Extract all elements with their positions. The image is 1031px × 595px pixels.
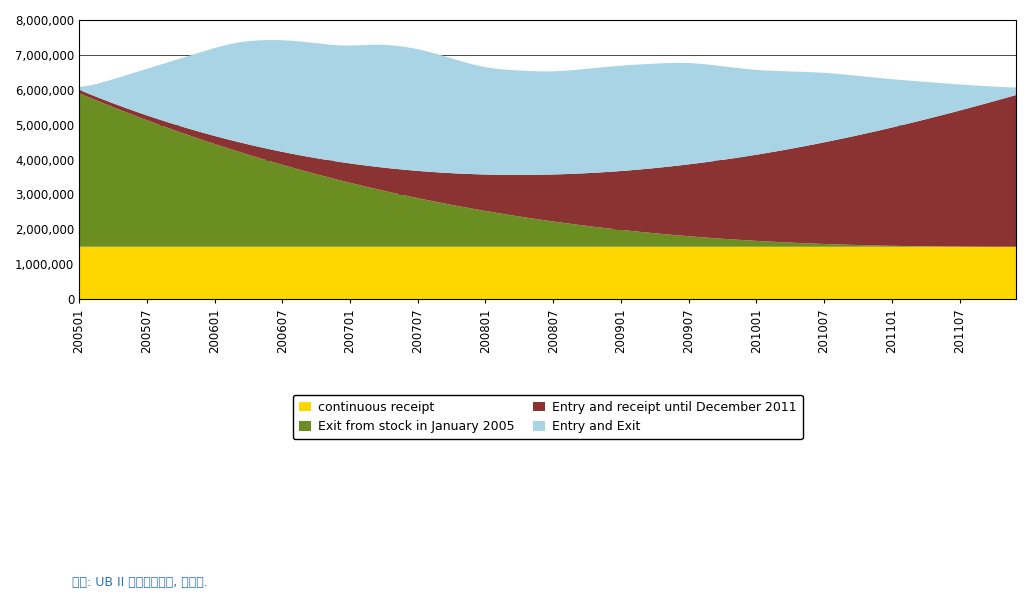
Text: 자료: UB II 행정패널조사, 추정치.: 자료: UB II 행정패널조사, 추정치. — [72, 576, 208, 589]
Legend: continuous receipt, Exit from stock in January 2005, Entry and receipt until Dec: continuous receipt, Exit from stock in J… — [293, 394, 802, 439]
